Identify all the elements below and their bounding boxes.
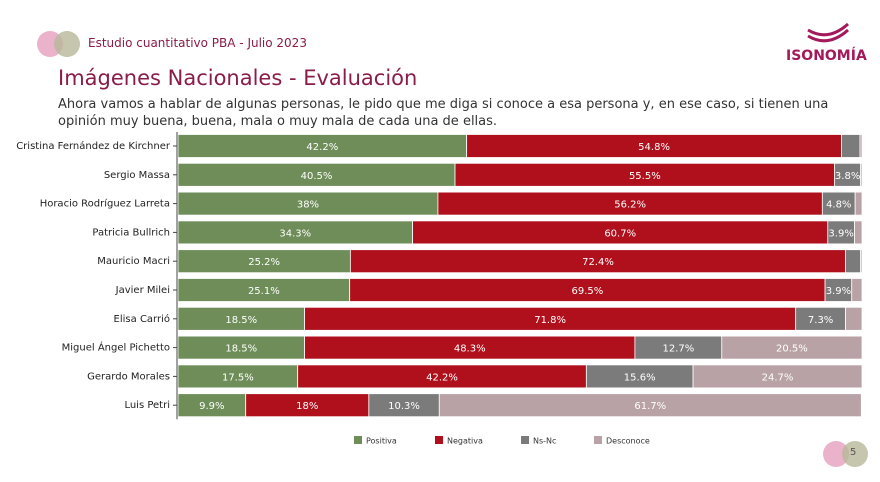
bar-segment [859, 134, 863, 158]
category-label: Cristina Fernández de Kirchner [16, 140, 171, 152]
value-label: 25.2% [248, 257, 280, 268]
legend-swatch [435, 436, 443, 444]
value-label: 42.2% [306, 142, 338, 153]
value-label: 54.8% [638, 142, 670, 153]
value-label: 42.2% [426, 372, 458, 383]
legend-label: Desconoce [606, 437, 650, 446]
category-label: Sergio Massa [104, 170, 170, 181]
value-label: 18.5% [225, 344, 257, 355]
category-label: Luis Petri [124, 400, 170, 411]
legend-label: Ns-Nc [533, 437, 556, 446]
value-label: 71.8% [534, 315, 566, 326]
value-label: 18% [296, 401, 318, 412]
page-number: 5 [850, 447, 857, 458]
value-label: 69.5% [571, 286, 603, 297]
category-label: Horacio Rodríguez Larreta [40, 198, 170, 210]
legend-swatch [354, 436, 362, 444]
value-label: 9.9% [199, 401, 224, 412]
bar-segment [845, 306, 863, 331]
legend-label: Positiva [366, 437, 397, 446]
value-label: 18.5% [225, 315, 257, 326]
category-label: Gerardo Morales [87, 371, 170, 382]
value-label: 72.4% [582, 257, 614, 268]
logo: ISONOMÍA [786, 48, 867, 64]
bar-segment [860, 162, 863, 187]
value-label: 3.9% [826, 286, 851, 297]
value-label: 55.5% [629, 171, 661, 182]
value-label: 38% [297, 200, 319, 211]
bar-segment [692, 364, 863, 389]
value-label: 40.5% [301, 171, 333, 182]
chart-title: Imágenes Nacionales - Evaluación [58, 66, 418, 90]
value-label: 34.3% [279, 228, 311, 239]
legend-swatch [594, 436, 602, 444]
value-label: 48.3% [454, 344, 486, 355]
category-label: Elisa Carrió [114, 313, 170, 325]
subtitle: Ahora vamos a hablar de algunas personas… [58, 97, 829, 129]
value-label: 24.7% [762, 372, 794, 383]
category-label: Javier Milei [115, 285, 170, 296]
value-label: 4.8% [826, 200, 851, 211]
value-label: 7.3% [808, 315, 833, 326]
value-label: 56.2% [614, 200, 646, 211]
bar-segment [438, 393, 862, 418]
category-label: Miguel Ángel Pichetto [62, 341, 170, 354]
value-label: 25.1% [248, 286, 280, 297]
value-label: 3.8% [835, 171, 860, 182]
category-label: Patricia Bullrich [92, 227, 170, 238]
bar-segment [845, 249, 862, 274]
legend-swatch [521, 436, 529, 444]
value-label: 20.5% [776, 344, 808, 355]
value-label: 12.7% [662, 344, 694, 355]
legend-label: Negativa [447, 437, 483, 446]
bar-segment [721, 335, 863, 360]
value-label: 10.3% [388, 401, 420, 412]
study-label: Estudio cuantitativo PBA - Julio 2023 [88, 36, 307, 50]
bar-segment [854, 191, 863, 216]
value-label: 61.7% [634, 401, 666, 412]
bar-segment [851, 278, 863, 302]
value-label: 60.7% [604, 228, 636, 239]
bar-segment [860, 249, 863, 274]
value-label: 3.9% [828, 228, 853, 239]
category-label: Mauricio Macri [97, 256, 170, 267]
bar-segment [841, 134, 861, 158]
value-label: 17.5% [222, 372, 254, 383]
bar-segment [854, 220, 863, 245]
value-label: 15.6% [624, 372, 656, 383]
